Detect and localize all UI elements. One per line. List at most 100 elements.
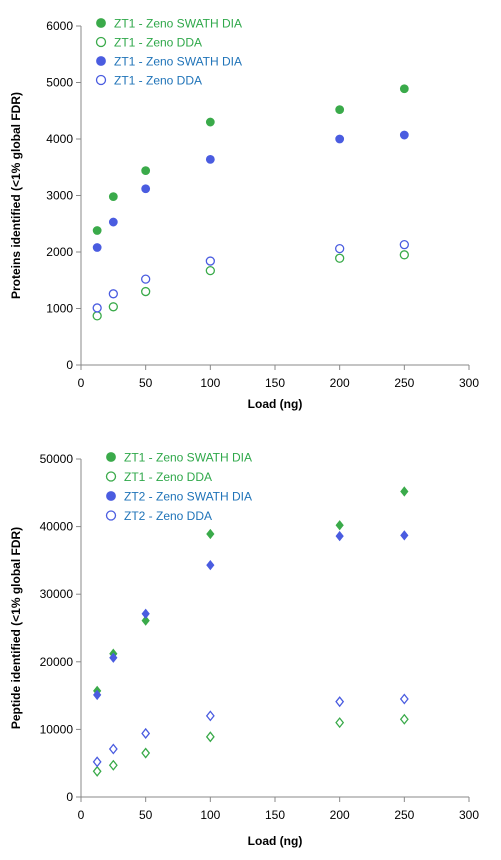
data-point <box>400 530 409 541</box>
data-point <box>205 731 215 743</box>
legend-entry: ZT2 - Zeno DDA <box>124 509 212 523</box>
x-tick-label: 150 <box>265 376 285 390</box>
data-point <box>141 615 150 626</box>
data-point <box>400 486 409 497</box>
x-tick-label: 50 <box>139 808 153 822</box>
y-tick-label: 50000 <box>40 452 74 466</box>
data-point <box>92 226 102 235</box>
data-point <box>335 253 345 263</box>
data-point <box>335 520 344 531</box>
proteins-y-axis-label: Proteins identified (<1% global FDR) <box>9 92 23 299</box>
x-tick-label: 250 <box>394 376 414 390</box>
data-point <box>108 302 118 312</box>
proteins-x-axis-label: Load (ng) <box>248 397 303 411</box>
series-points <box>92 250 409 321</box>
data-point <box>335 717 345 729</box>
proteins-x-ticks: 0 50 100 150 200 250 300 <box>78 365 479 390</box>
data-point <box>335 696 345 708</box>
data-point <box>205 154 215 164</box>
data-point <box>205 710 215 722</box>
legend-marker <box>95 74 107 86</box>
data-point <box>92 303 102 313</box>
peptides-data-points <box>92 486 409 777</box>
data-point <box>205 256 215 266</box>
x-tick-label: 100 <box>200 808 220 822</box>
data-point <box>399 130 409 140</box>
data-point <box>141 184 151 194</box>
x-tick-label: 300 <box>459 808 479 822</box>
data-point <box>206 559 215 571</box>
data-point <box>141 727 151 739</box>
y-tick-label: 1000 <box>46 302 73 316</box>
legend-marker <box>105 510 117 521</box>
legend-marker <box>106 452 116 462</box>
data-point <box>335 243 345 254</box>
data-point <box>92 765 102 777</box>
x-tick-label: 200 <box>330 808 350 822</box>
legend-marker <box>105 471 117 482</box>
y-tick-label: 10000 <box>40 722 74 736</box>
y-tick-label: 3000 <box>46 189 73 203</box>
data-point <box>108 759 118 771</box>
legend-entry: ZT1 - Zeno DDA <box>114 36 202 50</box>
series-points <box>92 240 409 313</box>
y-tick-label: 20000 <box>40 655 74 669</box>
data-point <box>108 743 118 755</box>
x-tick-label: 100 <box>200 376 220 390</box>
y-tick-label: 0 <box>66 790 73 804</box>
x-tick-label: 250 <box>394 808 414 822</box>
legend-marker <box>96 56 106 66</box>
series-points <box>92 693 409 768</box>
proteins-legend: ZT1 - Zeno SWATH DIA ZT1 - Zeno DDA ZT1 - … <box>95 17 242 88</box>
data-point <box>141 274 151 284</box>
y-tick-label: 5000 <box>46 76 73 90</box>
proteins-chart: 0 50 100 150 200 250 300 0 1000 2000 3000 4000 5000… <box>9 17 479 412</box>
peptides-x-ticks: 0 50 100 150 200 250 300 <box>78 797 479 822</box>
series-points <box>92 84 409 235</box>
x-tick-label: 150 <box>265 808 285 822</box>
peptides-x-axis-label: Load (ng) <box>248 834 303 848</box>
x-tick-label: 0 <box>78 808 85 822</box>
data-point <box>141 166 151 176</box>
data-point <box>141 608 150 619</box>
y-tick-label: 0 <box>66 358 73 372</box>
data-point <box>335 134 345 144</box>
legend-entry: ZT1 - Zeno SWATH DIA <box>114 55 242 69</box>
data-point <box>399 250 409 260</box>
legend-entry: ZT1 - Zeno DDA <box>114 74 202 88</box>
series-points <box>92 130 409 252</box>
legend-marker <box>96 18 106 28</box>
data-point <box>108 289 118 299</box>
legend-entry: ZT1 - Zeno SWATH DIA <box>114 17 242 31</box>
data-point <box>108 217 118 227</box>
legend-entry: ZT1 - Zeno DDA <box>124 470 212 484</box>
x-tick-label: 300 <box>459 376 479 390</box>
legend-marker <box>106 491 116 501</box>
series-points <box>92 713 409 777</box>
y-tick-label: 2000 <box>46 245 73 259</box>
y-tick-label: 40000 <box>40 520 74 534</box>
series-points <box>93 530 409 701</box>
data-point <box>141 286 151 297</box>
x-tick-label: 200 <box>330 376 350 390</box>
data-point <box>399 84 409 94</box>
data-point <box>109 652 118 663</box>
x-tick-label: 0 <box>78 376 85 390</box>
data-point <box>399 713 409 725</box>
legend-entry: ZT2 - Zeno SWATH DIA <box>124 490 252 504</box>
data-point <box>205 265 215 276</box>
proteins-data-points <box>92 84 409 321</box>
data-point <box>141 747 151 759</box>
data-point <box>92 311 102 321</box>
legend-entry: ZT1 - Zeno SWATH DIA <box>124 451 252 465</box>
data-point <box>399 693 409 705</box>
data-point <box>92 243 102 252</box>
data-point <box>206 528 215 540</box>
y-tick-label: 4000 <box>46 132 73 146</box>
peptides-y-ticks: 0 10000 20000 30000 40000 50000 <box>40 452 81 804</box>
data-point <box>335 530 344 542</box>
data-point <box>92 756 102 768</box>
peptides-y-axis-label: Peptide identified (<1% global FDR) <box>9 527 23 729</box>
data-point <box>108 192 118 202</box>
